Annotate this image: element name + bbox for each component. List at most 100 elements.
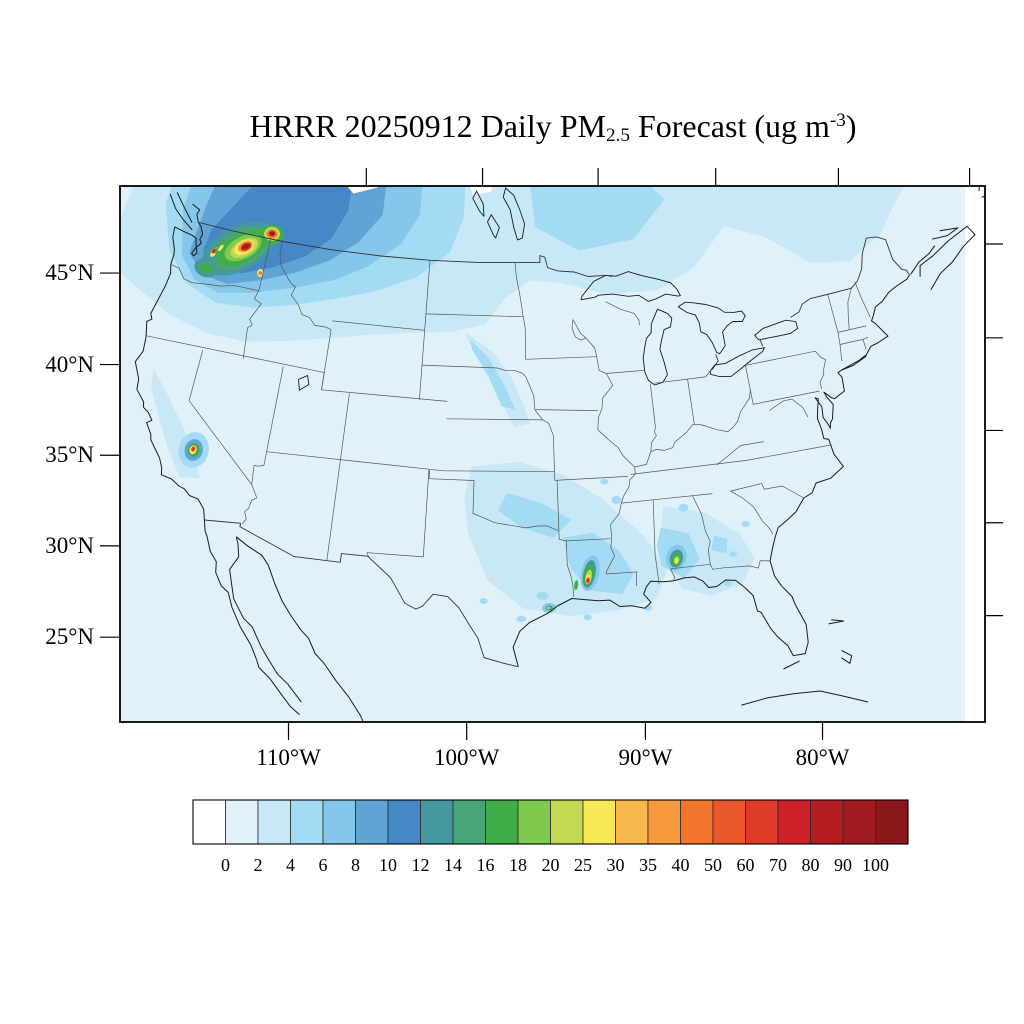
hotspot-contour: [583, 614, 592, 621]
state-border-path: [332, 320, 425, 331]
coastline-path: [176, 192, 193, 223]
colorbar-tick-label: 60: [736, 855, 755, 875]
hotspot-contour: [536, 591, 549, 600]
hotspot-contour: [729, 551, 738, 558]
colorbar-swatch: [550, 799, 584, 845]
colorbar-tick-label: 12: [411, 855, 430, 875]
contour-fill-region: [530, 186, 665, 251]
colorbar-tick-label: 8: [351, 855, 360, 875]
coastline-path: [229, 536, 302, 703]
state-border-path: [572, 319, 636, 573]
state-border-path: [670, 563, 711, 570]
coastline-path: [841, 354, 867, 371]
colorbar-tick-label: 16: [476, 855, 495, 875]
coastline-path: [134, 226, 300, 716]
hotspot-contour: [217, 244, 224, 252]
colorbar-swatch: [875, 799, 909, 845]
colorbar-swatch: [745, 799, 779, 845]
lake-outline: [486, 213, 500, 239]
state-border-path: [446, 418, 543, 421]
title-text-2: Forecast (ug m: [629, 108, 830, 144]
map-frame: [119, 185, 986, 723]
hotspot-contour: [191, 446, 196, 452]
hotspot-contour: [211, 248, 217, 254]
lat-tick-label: 40°N: [45, 351, 94, 377]
state-border-path: [605, 571, 638, 587]
state-border-path: [716, 441, 765, 466]
national-border-path: [709, 354, 719, 372]
hotspot-contour: [678, 503, 689, 512]
national-border-path: [790, 236, 910, 318]
coastline-path: [235, 536, 364, 722]
state-border-path: [571, 319, 587, 341]
colorbar-swatch: [290, 799, 324, 845]
colorbar-tick-label: 70: [769, 855, 787, 875]
lake-outline: [709, 347, 766, 378]
state-border-path: [556, 480, 567, 542]
colorbar-tick-label: 90: [834, 855, 852, 875]
state-border-path: [862, 339, 867, 350]
colorbar-swatch: [387, 799, 421, 845]
colorbar-tick-label: 35: [639, 855, 657, 875]
hotspot-contour: [546, 606, 550, 610]
state-border-path: [170, 263, 259, 292]
national-border-path: [198, 221, 613, 277]
state-border-path: [687, 379, 695, 425]
lat-tick-label: 35°N: [45, 442, 94, 468]
colorbar-swatch: [777, 799, 811, 845]
state-border-path: [847, 288, 852, 330]
contour-fill-region: [346, 186, 378, 194]
colorbar-tick-label: 40: [671, 855, 690, 875]
colorbar-swatch: [452, 799, 486, 845]
lake-outline: [472, 190, 485, 217]
state-border-path: [692, 495, 771, 570]
colorbar-swatch: [485, 799, 519, 845]
colorbar-swatch: [420, 799, 454, 845]
hotspot-contour: [516, 615, 527, 622]
colorbar-swatch: [680, 799, 714, 845]
colorbar-swatch: [192, 799, 226, 845]
national-border-path: [204, 519, 519, 668]
state-border-path: [606, 369, 645, 374]
hotspot-contour: [586, 578, 590, 583]
colorbar-swatch: [322, 799, 356, 845]
state-border-path: [421, 364, 527, 377]
hotspot-contour: [611, 495, 622, 504]
state-border-path: [542, 419, 556, 481]
coastline-path: [783, 660, 800, 670]
lake-outline: [642, 308, 673, 386]
hotspot-contour: [258, 271, 262, 275]
lake-outline: [298, 374, 310, 391]
colorbar-tick-label: 6: [318, 855, 328, 875]
state-border-path: [827, 294, 843, 362]
state-border-path: [425, 313, 524, 318]
coastline-path: [192, 203, 201, 223]
figure-title: HRRR 20250912 Daily PM2.5 Forecast (ug m…: [120, 108, 986, 147]
coastline-path: [741, 690, 869, 706]
no-data-strip: [965, 186, 985, 722]
colorbar-tick-label: 25: [574, 855, 592, 875]
colorbar-swatch: [517, 799, 551, 845]
state-border-path: [525, 376, 544, 421]
state-border-path: [419, 260, 431, 400]
national-border-path: [759, 339, 764, 347]
state-border-path: [769, 398, 809, 418]
colorbar-tick-label: 20: [541, 855, 560, 875]
state-border-path: [654, 370, 711, 384]
lat-tick-label: 25°N: [45, 624, 94, 650]
colorbar-swatch: [257, 799, 291, 845]
hotspot-contour: [741, 521, 750, 528]
state-border-path: [745, 365, 820, 405]
state-border-path: [535, 409, 598, 411]
hotspot-contour: [479, 598, 488, 605]
lake-outline: [502, 187, 526, 241]
title-subscript: 2.5: [605, 125, 630, 147]
state-border-path: [630, 444, 832, 475]
lon-tick-label: 80°W: [795, 745, 850, 770]
colorbar-tick-label: 2: [253, 855, 263, 875]
contour-fill-region: [470, 339, 516, 410]
state-border-path: [605, 301, 640, 326]
coastline-path: [931, 227, 959, 240]
colorbar-tick-label: 0: [221, 855, 230, 875]
